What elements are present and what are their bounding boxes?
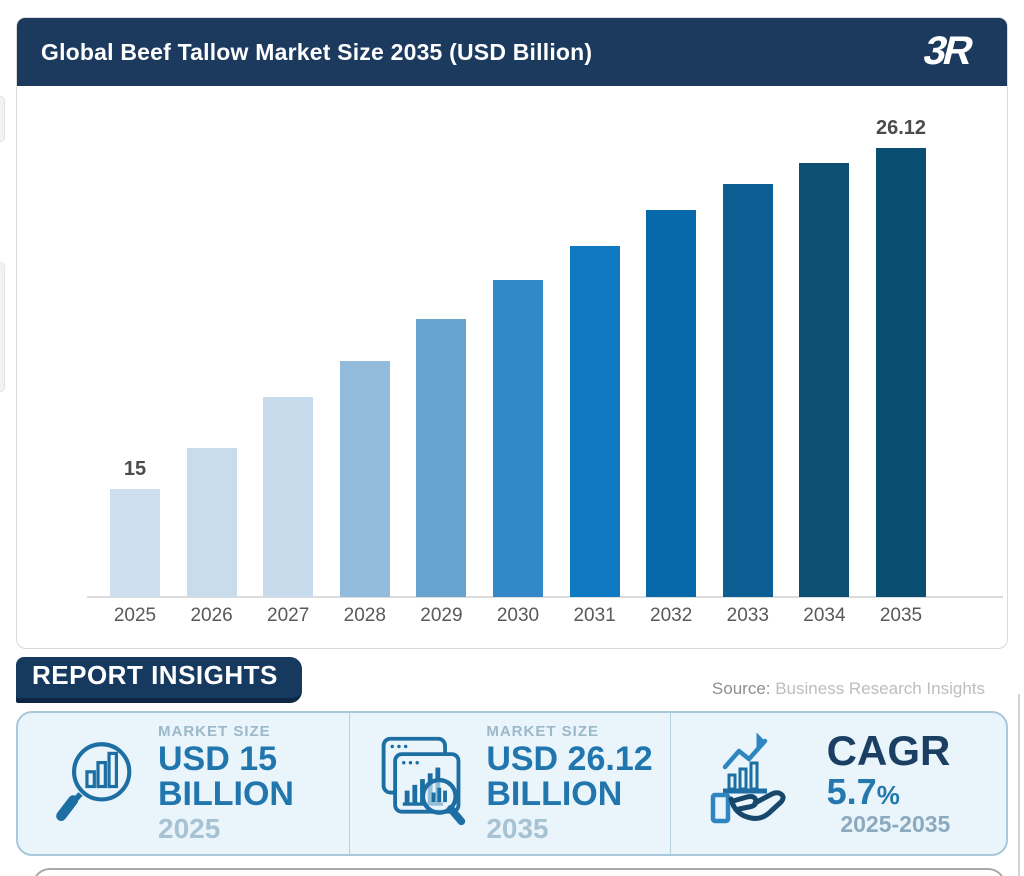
- next-section-panel-cropped: [32, 868, 1006, 876]
- bar-value-label-2025: 15: [123, 458, 147, 480]
- x-axis-label-2030: 2030: [496, 605, 540, 626]
- left-edge-artifact: [0, 96, 5, 142]
- cagr-number: 5.7: [826, 771, 877, 813]
- market-size-label: MARKET SIZE: [158, 722, 271, 740]
- percent-sign: %: [876, 780, 900, 811]
- market-size-value-line1: USD 15: [158, 740, 278, 779]
- bar-2026: [186, 448, 237, 597]
- left-edge-scrollbar-fragment: [0, 262, 5, 392]
- market-size-value-line1: USD 26.12: [486, 740, 653, 779]
- x-axis-label-2034: 2034: [803, 605, 846, 626]
- svg-text:3R: 3R: [919, 27, 978, 72]
- x-axis-label-2035: 2035: [879, 605, 923, 626]
- bar-2031: [569, 246, 620, 597]
- x-axis-label-2031: 2031: [573, 605, 616, 626]
- source-attribution: Source: Business Research Insights: [712, 679, 985, 699]
- report-insights-badge: REPORT INSIGHTS: [16, 657, 302, 703]
- cagr-period: 2025-2035: [840, 811, 951, 838]
- insight-card-market-size-2035: MARKET SIZE USD 26.12 BILLION 2035: [349, 713, 669, 854]
- cagr-value: 5.7%: [827, 774, 951, 811]
- x-axis-label-2026: 2026: [190, 605, 233, 626]
- x-axis-baseline: [87, 596, 1003, 598]
- x-axis-label-2027: 2027: [267, 605, 310, 626]
- bar-2028: [339, 361, 390, 597]
- bar-2030: [493, 280, 543, 597]
- report-insights-badge-label: REPORT INSIGHTS: [32, 660, 278, 690]
- magnifier-bar-chart-icon: [52, 733, 144, 834]
- market-size-year: 2025: [158, 812, 221, 844]
- x-axis-label-2029: 2029: [420, 605, 463, 626]
- insights-panel: MARKET SIZE USD 15 BILLION 2025: [16, 711, 1008, 856]
- chart-card: Global Beef Tallow Market Size 2035 (USD…: [16, 17, 1008, 649]
- bar-2033: [722, 184, 773, 597]
- insight-card-text: CAGR 5.7% 2025-2035: [827, 730, 951, 836]
- bar-2035: [876, 148, 926, 597]
- insight-card-market-size-2025: MARKET SIZE USD 15 BILLION 2025: [18, 713, 349, 854]
- hand-growth-chart-icon: [709, 731, 813, 836]
- x-axis-label-2028: 2028: [343, 605, 386, 626]
- bar-2029: [416, 319, 467, 597]
- x-axis-label-2025: 2025: [113, 605, 157, 626]
- insight-card-cagr: CAGR 5.7% 2025-2035: [669, 713, 1006, 854]
- insight-card-text: MARKET SIZE USD 15 BILLION 2025: [158, 724, 294, 843]
- bar-2034: [799, 163, 850, 597]
- bar-2032: [646, 210, 697, 597]
- business-research-insights-logo-icon: 3R: [909, 26, 987, 79]
- x-axis-label-2033: 2033: [726, 605, 769, 626]
- x-axis-label-2032: 2032: [650, 605, 693, 626]
- source-name: Business Research Insights: [770, 679, 985, 698]
- source-prefix: Source:: [711, 679, 771, 698]
- cagr-label: CAGR: [826, 727, 951, 775]
- market-size-year: 2035: [486, 812, 549, 844]
- bar-chart-plot: 15 2025 2026 2027 2028 2029 2030 2031 2032 2033 20…: [17, 86, 1007, 648]
- chart-card-header: Global Beef Tallow Market Size 2035 (USD…: [17, 18, 1007, 86]
- bar-value-label-2035: 26.12: [875, 117, 927, 139]
- chart-title: Global Beef Tallow Market Size 2035 (USD…: [41, 38, 593, 65]
- insight-card-text: MARKET SIZE USD 26.12 BILLION 2035: [486, 724, 652, 843]
- market-size-value-line2: BILLION: [158, 774, 294, 813]
- market-size-label: MARKET SIZE: [486, 722, 599, 740]
- bar-2025: [110, 489, 160, 597]
- bar-2027: [263, 397, 314, 597]
- market-size-value-line2: BILLION: [486, 774, 623, 813]
- windows-chart-magnifier-icon: [372, 733, 472, 834]
- right-edge-divider: [1018, 694, 1020, 876]
